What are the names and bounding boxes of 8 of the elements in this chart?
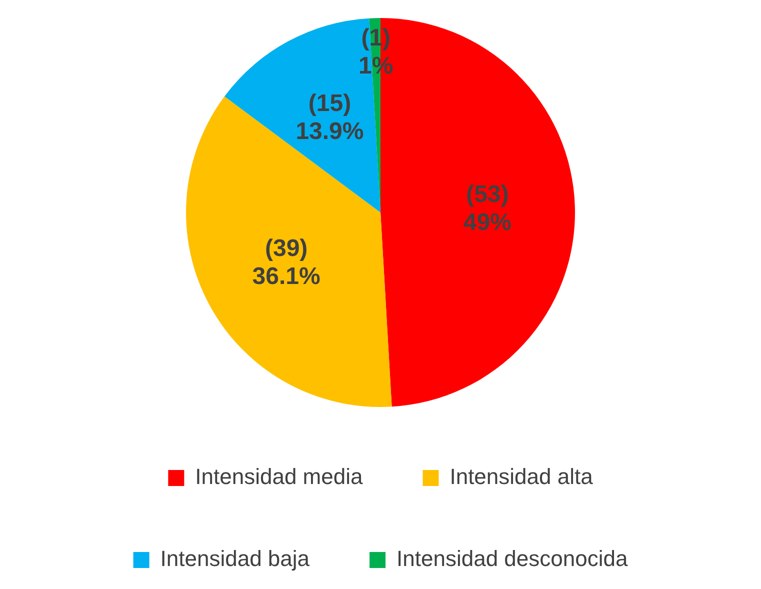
data-label: (1) 1% xyxy=(358,24,394,80)
data-label: (53) 49% xyxy=(463,181,512,236)
legend-label: Intensidad desconocida xyxy=(396,546,628,572)
legend-label: Intensidad alta xyxy=(450,464,594,490)
data-label: (15) 13.9% xyxy=(296,90,364,145)
legend-label: Intensidad media xyxy=(195,464,364,490)
legend-label: Intensidad baja xyxy=(160,546,310,572)
data-label: (39) 36.1% xyxy=(252,234,320,290)
